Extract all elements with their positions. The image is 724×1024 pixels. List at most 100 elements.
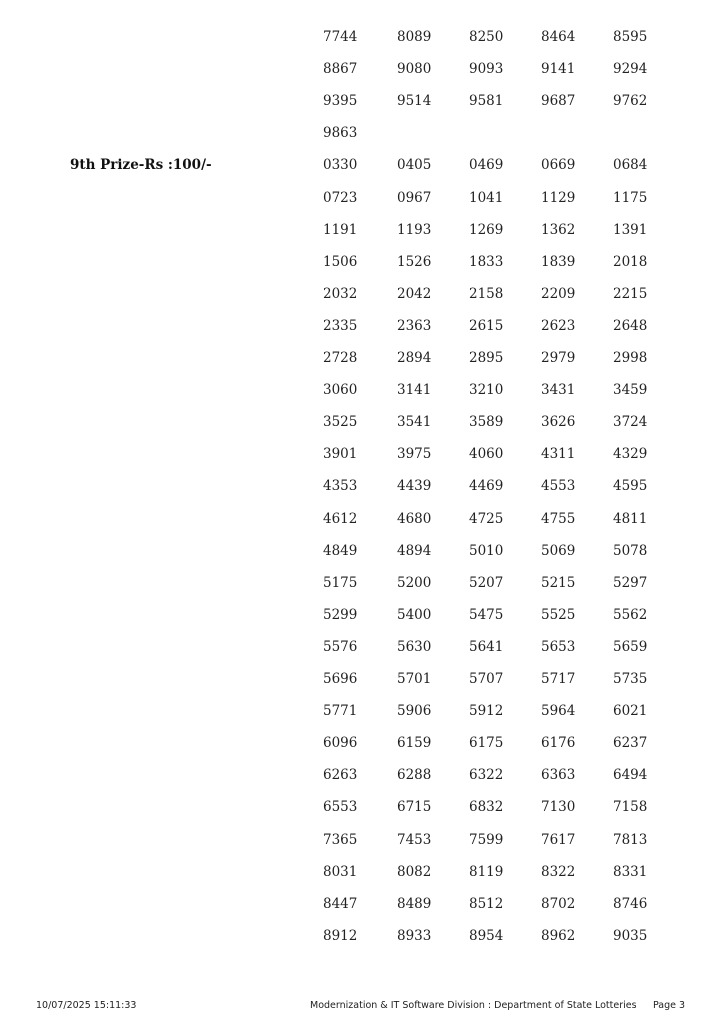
winning-number: 4311 — [541, 446, 576, 463]
winning-number: 5215 — [541, 574, 576, 591]
winning-number: 5653 — [541, 638, 576, 655]
winning-number: 8331 — [613, 863, 648, 880]
winning-number: 1193 — [397, 221, 432, 238]
winning-number: 8954 — [469, 927, 504, 944]
winning-number: 4680 — [397, 510, 432, 527]
winning-number: 8867 — [323, 61, 358, 78]
winning-number: 5707 — [469, 671, 504, 687]
winning-number: 7599 — [469, 831, 504, 848]
winning-number: 3901 — [323, 446, 358, 463]
winning-number: 5771 — [323, 703, 358, 720]
winning-number: 8512 — [469, 895, 504, 912]
winning-number: 2998 — [613, 350, 648, 366]
winning-number: 3626 — [541, 414, 576, 431]
winning-number: 6175 — [469, 735, 504, 752]
winning-number: 6096 — [323, 735, 358, 752]
winning-number: 2894 — [397, 350, 432, 366]
winning-number: 1191 — [323, 221, 358, 238]
winning-number: 4725 — [469, 510, 504, 527]
winning-number: 8702 — [541, 895, 576, 912]
winning-number: 8746 — [613, 895, 648, 912]
winning-number: 2158 — [469, 285, 504, 302]
winning-number: 7453 — [397, 831, 432, 848]
winning-number: 4894 — [397, 542, 432, 559]
winning-number: 2895 — [469, 350, 504, 366]
winning-number: 1506 — [323, 253, 358, 270]
winning-number: 5735 — [613, 671, 648, 687]
winning-number: 0967 — [397, 189, 432, 206]
winning-number: 1526 — [397, 253, 432, 270]
winning-number: 6176 — [541, 735, 576, 752]
winning-number: 9080 — [397, 61, 432, 78]
winning-number: 5576 — [323, 638, 358, 655]
winning-number: 9395 — [323, 93, 358, 110]
winning-number: 0669 — [541, 157, 576, 174]
winning-number: 8119 — [469, 863, 504, 880]
winning-number: 1839 — [541, 253, 576, 270]
winning-number: 7744 — [323, 29, 358, 45]
winning-number: 2215 — [613, 285, 648, 302]
winning-number: 4755 — [541, 510, 576, 527]
winning-number: 1129 — [541, 189, 576, 206]
winning-number: 3210 — [469, 382, 504, 399]
winning-number: 8933 — [397, 927, 432, 944]
winning-number: 8962 — [541, 927, 576, 944]
winning-number: 1362 — [541, 221, 576, 238]
winning-number: 6159 — [397, 735, 432, 752]
winning-number: 4595 — [613, 478, 648, 495]
winning-number: 2623 — [541, 317, 576, 334]
winning-number: 0684 — [613, 157, 648, 174]
winning-number: 0330 — [323, 157, 358, 174]
winning-number: 5175 — [323, 574, 358, 591]
footer-organization: Modernization & IT Software Division : D… — [310, 1000, 637, 1011]
winning-number: 9581 — [469, 93, 504, 110]
winning-number: 9687 — [541, 93, 576, 110]
winning-number: 4439 — [397, 478, 432, 495]
winning-number: 4469 — [469, 478, 504, 495]
winning-number: 5299 — [323, 606, 358, 623]
winning-number: 9294 — [613, 61, 648, 78]
winning-number: 2042 — [397, 285, 432, 302]
winning-number: 6263 — [323, 767, 358, 784]
winning-number: 8031 — [323, 863, 358, 880]
winning-number: 0405 — [397, 157, 432, 174]
winning-number: 3060 — [323, 382, 358, 399]
winning-number: 8250 — [469, 29, 504, 45]
winning-number: 9514 — [397, 93, 432, 110]
winning-number: 4612 — [323, 510, 358, 527]
winning-number: 2335 — [323, 317, 358, 334]
winning-number: 5630 — [397, 638, 432, 655]
winning-number: 5297 — [613, 574, 648, 591]
winning-number: 2032 — [323, 285, 358, 302]
winning-number: 2018 — [613, 253, 648, 270]
winning-number: 5701 — [397, 671, 432, 687]
footer-timestamp: 10/07/2025 15:11:33 — [36, 1000, 137, 1011]
winning-number: 3525 — [323, 414, 358, 431]
winning-number: 7813 — [613, 831, 648, 848]
winning-number: 6494 — [613, 767, 648, 784]
winning-number: 5641 — [469, 638, 504, 655]
winning-number: 1175 — [613, 189, 648, 206]
winning-number: 7130 — [541, 799, 576, 816]
winning-number: 9863 — [323, 125, 358, 142]
winning-number: 6553 — [323, 799, 358, 816]
winning-number: 6363 — [541, 767, 576, 784]
winning-number: 8322 — [541, 863, 576, 880]
winning-number: 2648 — [613, 317, 648, 334]
winning-number: 4849 — [323, 542, 358, 559]
footer-page-number: Page 3 — [653, 1000, 686, 1011]
winning-number: 5696 — [323, 671, 358, 687]
winning-number: 3459 — [613, 382, 648, 399]
winning-number: 5475 — [469, 606, 504, 623]
winning-number: 6021 — [613, 703, 648, 720]
winning-number: 5717 — [541, 671, 576, 687]
winning-number: 1269 — [469, 221, 504, 238]
winning-number: 7617 — [541, 831, 576, 848]
winning-number: 4329 — [613, 446, 648, 463]
winning-number: 5207 — [469, 574, 504, 591]
winning-number: 4811 — [613, 510, 648, 527]
winning-number: 9035 — [613, 927, 648, 944]
winning-number: 5078 — [613, 542, 648, 559]
winning-number: 8089 — [397, 29, 432, 45]
prize-label: 9th Prize-Rs :100/- — [70, 157, 212, 174]
